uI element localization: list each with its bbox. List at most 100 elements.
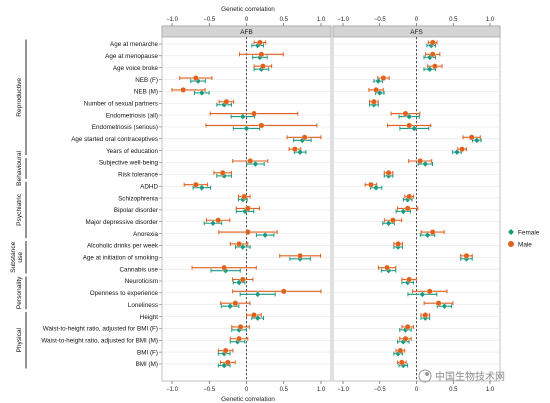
- row-label: Endometriosis (serious): [92, 124, 158, 131]
- row-label: Age at menopause: [105, 53, 158, 60]
- legend-label: Female: [518, 229, 540, 236]
- axis-layer: Genetic correlation Genetic correlation …: [166, 6, 495, 403]
- x-tick-label-bottom: 0: [415, 387, 419, 393]
- male-point: [406, 193, 412, 200]
- male-point: [406, 276, 412, 283]
- x-tick-label-bottom: 0: [245, 387, 249, 393]
- watermark-text: 中国生物技术网: [435, 370, 505, 383]
- female-point: [375, 77, 382, 85]
- group-label: Substance: [10, 241, 17, 272]
- x-tick-label-top: −1.0: [166, 17, 179, 23]
- row-label: Anorexia: [133, 231, 158, 238]
- male-point: [398, 359, 405, 366]
- row-label: Neuroticism: [125, 278, 158, 285]
- row-label: Bipolar disorder: [114, 207, 158, 214]
- watermark: 中国生物技术网: [418, 369, 505, 383]
- male-point: [380, 75, 387, 81]
- female-point: [239, 113, 246, 120]
- female-point: [252, 160, 259, 168]
- male-point: [237, 324, 244, 330]
- x-tick-label-top: 1.0: [317, 17, 326, 23]
- male-point: [223, 98, 230, 105]
- male-point: [258, 122, 265, 129]
- female-point: [262, 231, 269, 239]
- male-point: [402, 335, 409, 342]
- male-point: [280, 288, 287, 295]
- male-point: [432, 63, 438, 70]
- male-point: [215, 217, 222, 224]
- row-label: Loneliness: [128, 302, 158, 309]
- female-point: [385, 220, 392, 227]
- row-label: Alcoholic drinks per week: [87, 243, 159, 250]
- row-label: Subjective well-being: [99, 160, 159, 167]
- row-label: Risk tolerance: [118, 172, 158, 179]
- male-point: [435, 300, 442, 307]
- female-point: [226, 303, 234, 310]
- group-label: Reproductive: [16, 78, 23, 117]
- male-point: [417, 158, 424, 164]
- male-point: [232, 300, 239, 307]
- group-label: Psychiatric: [16, 193, 23, 226]
- male-point: [463, 252, 470, 259]
- x-tick-label-top: −1.0: [337, 17, 350, 23]
- male-point: [459, 146, 465, 152]
- x-tick-label-bottom: −1.0: [166, 387, 179, 393]
- male-point: [373, 87, 379, 93]
- row-label: Endometriosis (all): [106, 112, 158, 119]
- male-point: [371, 98, 377, 105]
- row-label: Years of education: [106, 148, 158, 155]
- male-point: [429, 39, 436, 46]
- panel-title-afs: AFS: [410, 29, 422, 36]
- x-tick-label-bottom: −1.0: [337, 387, 350, 393]
- x-tick-label-bottom: 1.0: [317, 387, 326, 393]
- group-label: use: [17, 252, 24, 263]
- male-point: [241, 193, 248, 200]
- male-point: [257, 39, 263, 46]
- legend-female-swatch: [508, 229, 514, 235]
- x-axis-label-top: Genetic correlation: [221, 6, 275, 13]
- row-label: BMI (M): [136, 361, 158, 368]
- female-point: [422, 160, 429, 168]
- male-point: [297, 252, 303, 259]
- male-point: [219, 170, 226, 176]
- panel-title-afb: AFB: [240, 29, 252, 36]
- row-label: Age at initiation of smoking: [83, 255, 159, 262]
- female-point: [372, 184, 380, 191]
- male-point: [251, 110, 257, 117]
- group-label: Physical: [16, 327, 23, 352]
- row-label: NEB (F): [135, 77, 158, 84]
- legend: Female Male: [508, 229, 540, 248]
- watermark-logo-icon: [418, 369, 432, 383]
- group-label: Behavioural: [16, 150, 23, 185]
- male-point: [429, 51, 436, 58]
- male-point: [397, 347, 404, 354]
- row-label: Age at menarche: [110, 41, 158, 48]
- x-tick-label-top: 0: [245, 17, 249, 23]
- male-point: [225, 359, 231, 366]
- male-point: [192, 181, 199, 188]
- male-point: [390, 217, 396, 224]
- female-point: [400, 208, 407, 215]
- male-point: [301, 134, 308, 141]
- male-point: [245, 205, 251, 212]
- x-tick-label-bottom: 0.5: [280, 387, 289, 393]
- x-tick-label-bottom: −0.5: [374, 387, 387, 393]
- x-tick-label-bottom: −0.5: [203, 387, 216, 393]
- male-point: [247, 158, 254, 164]
- x-tick-label-top: −0.5: [203, 17, 216, 23]
- female-point: [473, 137, 480, 144]
- x-tick-label-top: 0: [415, 17, 419, 23]
- marks-layer: [171, 39, 482, 369]
- x-tick-label-top: 1.0: [486, 17, 495, 23]
- male-point: [426, 288, 433, 295]
- row-label: Major depressive disorder: [86, 219, 158, 226]
- row-label: Waist-to-height ratio, adjusted for BMI …: [43, 326, 158, 333]
- male-point: [222, 347, 229, 354]
- male-point: [422, 312, 429, 318]
- x-tick-label-top: −0.5: [374, 17, 387, 23]
- female-point: [419, 291, 426, 298]
- legend-male-swatch: [508, 241, 514, 247]
- female-point: [297, 149, 304, 156]
- male-point: [239, 276, 246, 283]
